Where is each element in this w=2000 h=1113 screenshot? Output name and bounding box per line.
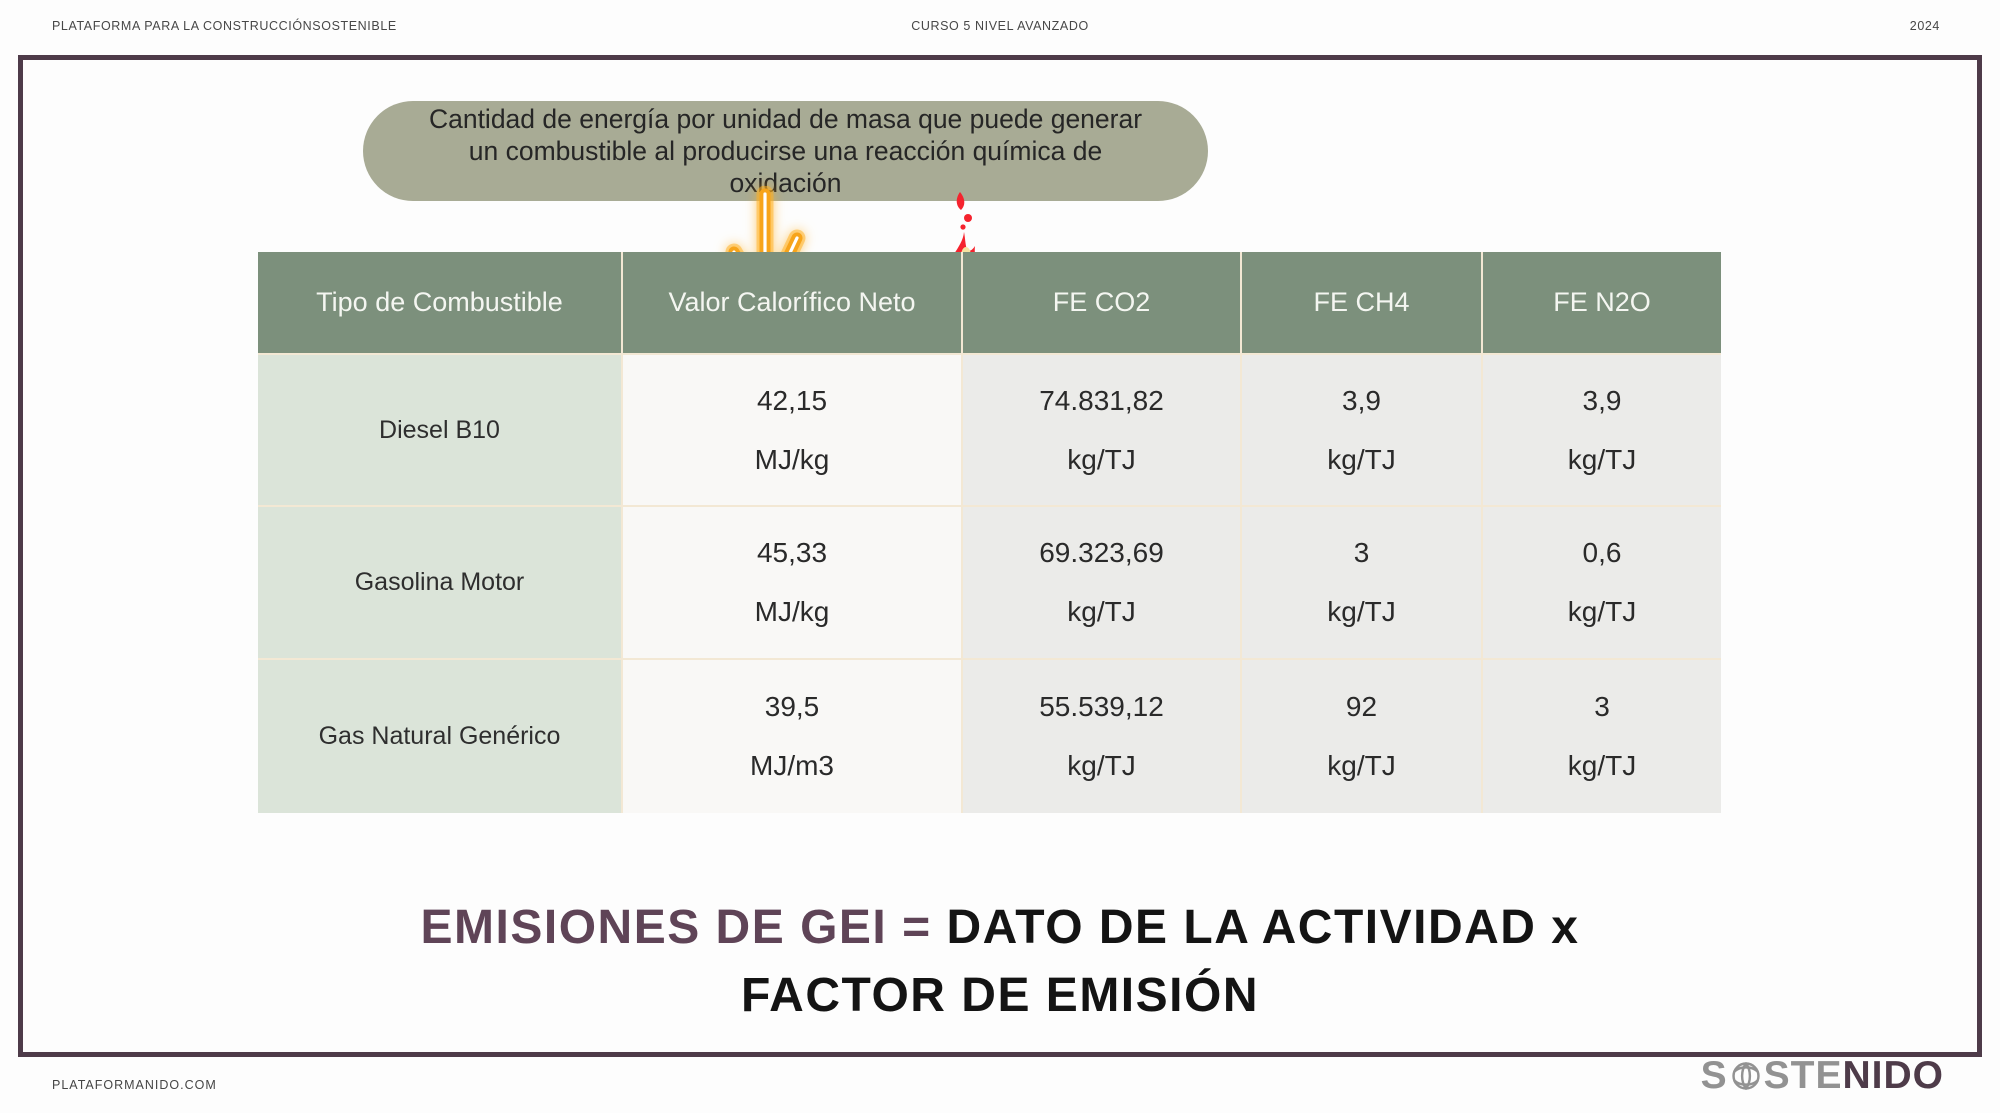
vcn-cell: 45,33 MJ/kg	[623, 507, 961, 658]
value: 3,9	[1582, 384, 1622, 416]
callout-text: Cantidad de energía por unidad de masa q…	[428, 103, 1143, 199]
header-course-label: CURSO 5 NIVEL AVANZADO	[911, 19, 1089, 33]
co2-cell: 74.831,82 kg/TJ	[963, 355, 1240, 505]
column-header-net-calorific-value: Valor Calorífico Neto	[623, 252, 961, 353]
value: 92	[1345, 691, 1378, 722]
formula-line-2: FACTOR DE EMISIÓN	[741, 969, 1259, 1023]
n2o-cell: 0,6 kg/TJ	[1483, 507, 1721, 658]
fuel-name-cell: Gasolina Motor	[258, 507, 621, 658]
unit: kg/TJ	[1067, 750, 1136, 781]
header-platform-label: PLATAFORMA PARA LA CONSTRUCCIÓNSOSTENIBL…	[52, 19, 397, 33]
ch4-cell: 3 kg/TJ	[1242, 507, 1481, 658]
unit: kg/TJ	[1567, 596, 1637, 627]
column-header-fe-co2: FE CO2	[963, 252, 1240, 353]
ghg-emissions-formula: EMISIONES DE GEI = DATO DE LA ACTIVIDAD …	[18, 894, 1982, 1030]
value: 3	[1353, 537, 1370, 568]
value: 69.323,69	[1039, 537, 1164, 568]
n2o-cell: 3,9 kg/TJ	[1483, 355, 1721, 505]
unit: kg/TJ	[1567, 750, 1637, 781]
value: 3	[1594, 691, 1610, 722]
ch4-cell: 92 kg/TJ	[1242, 660, 1481, 813]
value: 45,33	[756, 537, 828, 568]
fuel-name-cell: Gas Natural Genérico	[258, 660, 621, 813]
unit: kg/TJ	[1067, 596, 1136, 627]
slide-border-frame	[18, 55, 1982, 1057]
sostenido-logo: S STE NIDO	[1701, 1054, 1944, 1098]
emission-factors-table: Tipo de Combustible Valor Calorífico Net…	[258, 252, 1721, 813]
logo-letters-ste: STE	[1763, 1054, 1843, 1097]
value: 3,9	[1342, 384, 1381, 416]
globe-gear-icon	[1731, 1062, 1760, 1090]
formula-rhs-part1: DATO DE LA ACTIVIDAD x	[946, 901, 1580, 954]
unit: kg/TJ	[1567, 443, 1637, 475]
ch4-cell: 3,9 kg/TJ	[1242, 355, 1481, 505]
co2-cell: 69.323,69 kg/TJ	[963, 507, 1240, 658]
formula-line-1: EMISIONES DE GEI = DATO DE LA ACTIVIDAD …	[18, 894, 1982, 962]
callout-bubble: Cantidad de energía por unidad de masa q…	[363, 101, 1208, 201]
logo-letters-nido: NIDO	[1842, 1054, 1944, 1097]
column-header-fuel-type: Tipo de Combustible	[258, 252, 621, 353]
value: 74.831,82	[1039, 384, 1164, 416]
unit: kg/TJ	[1067, 443, 1136, 475]
column-header-fe-ch4: FE CH4	[1242, 252, 1481, 353]
value: 42,15	[756, 384, 828, 416]
unit: MJ/kg	[754, 596, 830, 627]
n2o-cell: 3 kg/TJ	[1483, 660, 1721, 813]
unit: kg/TJ	[1327, 596, 1396, 627]
unit: kg/TJ	[1327, 750, 1396, 781]
value: 55.539,12	[1039, 691, 1164, 722]
unit: MJ/kg	[754, 443, 830, 475]
column-header-fe-n2o: FE N2O	[1483, 252, 1721, 353]
fuel-name-cell: Diesel B10	[258, 355, 621, 505]
unit: kg/TJ	[1327, 443, 1396, 475]
website-label: PLATAFORMANIDO.COM	[52, 1078, 217, 1092]
co2-cell: 55.539,12 kg/TJ	[963, 660, 1240, 813]
logo-letter-s: S	[1700, 1054, 1728, 1097]
formula-lhs: EMISIONES DE GEI =	[420, 901, 932, 954]
vcn-cell: 39,5 MJ/m3	[623, 660, 961, 813]
header-year-label: 2024	[1909, 19, 1940, 33]
value: 0,6	[1582, 537, 1622, 568]
vcn-cell: 42,15 MJ/kg	[623, 355, 961, 505]
unit: MJ/m3	[750, 750, 834, 781]
value: 39,5	[764, 691, 820, 722]
